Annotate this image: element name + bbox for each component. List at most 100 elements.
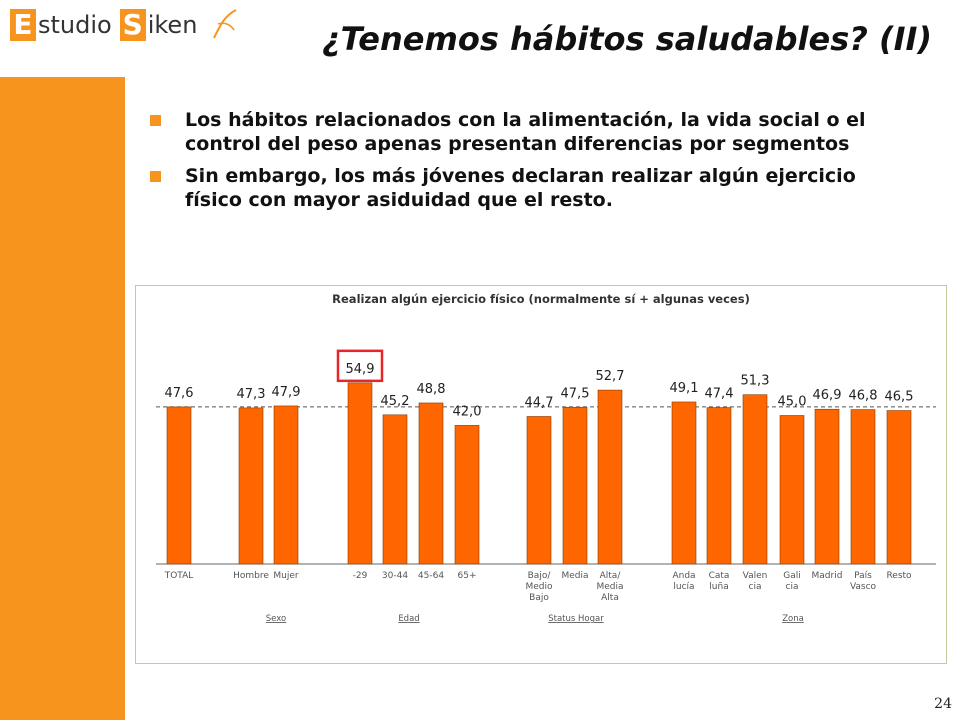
bar xyxy=(166,406,192,565)
bar xyxy=(779,415,805,565)
category-label-line: cia xyxy=(786,582,799,592)
logo-swirl-icon xyxy=(213,9,237,39)
category-label-line: Cata xyxy=(709,571,730,581)
category-label-line: Hombre xyxy=(233,571,269,581)
bar-value-label: 47,5 xyxy=(561,386,590,401)
category-label-line: -29 xyxy=(353,571,368,581)
category-label: Media xyxy=(561,571,588,581)
group-label: Zona xyxy=(782,614,804,624)
category-label-line: Media xyxy=(596,582,623,592)
bar-value-label: 47,6 xyxy=(165,386,194,401)
bar-value-label: 51,3 xyxy=(741,374,770,389)
bullet-text: Los hábitos relacionados con la alimenta… xyxy=(185,109,866,155)
left-accent-bar xyxy=(0,77,125,720)
bar-value-label: 45,2 xyxy=(381,394,410,409)
category-label: 45-64 xyxy=(418,571,444,581)
bar-value-label: 46,8 xyxy=(849,389,878,404)
bar xyxy=(273,405,299,565)
category-label-line: Gali xyxy=(783,571,801,581)
category-label: Bajo/Medio Bajo xyxy=(525,571,553,603)
bar-value-label: 48,8 xyxy=(417,382,446,397)
bar xyxy=(742,394,768,565)
category-label-line: Bajo/ xyxy=(528,571,552,581)
bar xyxy=(382,414,408,565)
group-label: Status Hogar xyxy=(548,614,604,624)
bar xyxy=(597,389,623,565)
category-label: País Vasco xyxy=(850,571,877,592)
group-label: Edad xyxy=(398,614,419,624)
category-label-line: Mujer xyxy=(273,571,299,581)
bar-value-label: 44,7 xyxy=(525,395,554,410)
category-label-line: 65+ xyxy=(458,571,477,581)
bar xyxy=(706,407,732,565)
bar xyxy=(418,402,444,565)
chart-title: Realizan algún ejercicio físico (normalm… xyxy=(332,292,750,306)
bar-value-label: 45,0 xyxy=(778,395,807,410)
bar-value-label: 52,7 xyxy=(596,369,625,384)
bullet-text: Sin embargo, los más jóvenes declaran re… xyxy=(185,165,856,211)
category-label: TOTAL xyxy=(164,571,194,581)
category-label: Alta/Media Alta xyxy=(596,571,623,603)
category-label-line: Vasco xyxy=(850,582,877,592)
category-label-line: País xyxy=(854,571,872,581)
category-label-line: 30-44 xyxy=(382,571,408,581)
category-label: -29 xyxy=(353,571,368,581)
page-number: 24 xyxy=(934,696,952,712)
category-label-line: Media xyxy=(561,571,588,581)
category-label: 65+ xyxy=(458,571,477,581)
bar-value-label: 47,4 xyxy=(705,387,734,402)
category-label-line: Anda xyxy=(672,571,695,581)
bar-value-label: 42,0 xyxy=(453,404,482,419)
bar xyxy=(886,410,912,565)
bullet-square-icon xyxy=(150,115,161,126)
category-label-line: Valen xyxy=(743,571,768,581)
category-label-line: Bajo xyxy=(529,593,549,603)
highlight-box xyxy=(336,349,384,383)
category-label: Madrid xyxy=(812,571,843,581)
bullet-item: Sin embargo, los más jóvenes declaran re… xyxy=(150,164,910,212)
bar-value-label: 47,3 xyxy=(237,387,266,402)
bar-value-label: 46,5 xyxy=(885,390,914,405)
logo-word-iken: iken xyxy=(147,11,198,39)
group-label: Sexo xyxy=(266,614,286,624)
bullet-square-icon xyxy=(150,171,161,182)
category-label-line: TOTAL xyxy=(164,571,194,581)
category-label: Hombre xyxy=(233,571,269,581)
bar xyxy=(814,408,840,565)
category-label-line: Madrid xyxy=(812,571,843,581)
page-title: ¿Tenemos hábitos saludables? (II) xyxy=(322,20,932,58)
category-label-line: Alta xyxy=(601,593,619,603)
category-label-line: lucía xyxy=(673,582,694,592)
chart-panel: 47,6 TOTAL 47,3 Hombre 47,9 Mujer 54,9 -29 45,2 3… xyxy=(135,285,947,664)
category-label-line: 45-64 xyxy=(418,571,444,581)
bullet-item: Los hábitos relacionados con la alimenta… xyxy=(150,108,910,156)
logo-word-studio: studio xyxy=(38,11,112,39)
category-label-line: Alta/ xyxy=(600,571,622,581)
bar xyxy=(238,407,264,565)
bar xyxy=(454,425,480,565)
bar-chart: 47,6 TOTAL 47,3 Hombre 47,9 Mujer 54,9 -29 45,2 3… xyxy=(156,349,936,624)
bar xyxy=(347,382,373,565)
category-label: 30-44 xyxy=(382,571,408,581)
category-label-line: Medio xyxy=(525,582,553,592)
category-label: Cata luña xyxy=(709,571,730,592)
bar-value-label: 46,9 xyxy=(813,388,842,403)
bar xyxy=(671,401,697,565)
bar xyxy=(526,416,552,565)
category-label: Mujer xyxy=(273,571,299,581)
bar-value-label: 47,9 xyxy=(272,385,301,400)
logo-letter-s: S xyxy=(119,9,146,41)
bar-value-label: 49,1 xyxy=(670,381,699,396)
category-label: Anda lucía xyxy=(672,571,695,592)
category-label-line: luña xyxy=(709,582,728,592)
category-label: Resto xyxy=(886,571,912,581)
logo-letter-e: E xyxy=(10,9,36,41)
category-label-line: Resto xyxy=(886,571,912,581)
bullet-list: Los hábitos relacionados con la alimenta… xyxy=(150,108,910,220)
bar-value-label: 54,9 xyxy=(346,362,375,377)
category-label-line: cia xyxy=(749,582,762,592)
brand-logo: E studio S iken xyxy=(10,8,237,42)
category-label: Gali cia xyxy=(783,571,801,592)
bar xyxy=(562,406,588,565)
category-label: Valen cia xyxy=(743,571,768,592)
